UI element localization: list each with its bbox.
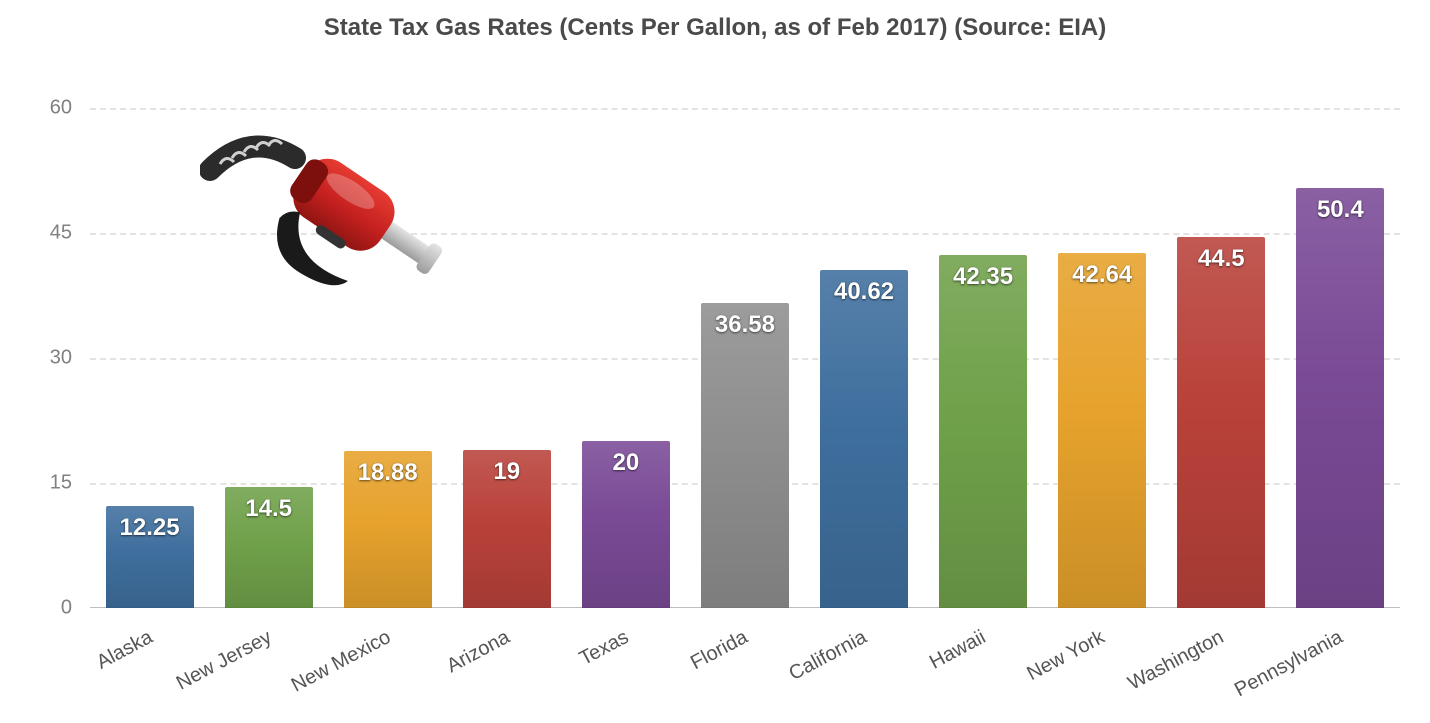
bar: 50.4	[1296, 188, 1384, 608]
bar: 19	[463, 450, 551, 608]
y-tick-label: 0	[61, 597, 90, 620]
bar-slot: 20Texas	[582, 108, 670, 608]
bar-slot: 42.35Hawaii	[939, 108, 1027, 608]
bar-value-label: 42.35	[953, 263, 1013, 291]
bar: 18.88	[344, 451, 432, 608]
bar-slot: 36.58Florida	[701, 108, 789, 608]
bar-value-label: 50.4	[1317, 196, 1364, 224]
y-tick-label: 60	[50, 97, 90, 120]
bar-slot: 42.64New York	[1058, 108, 1146, 608]
bar: 20	[582, 441, 670, 608]
bar: 40.62	[820, 270, 908, 609]
gas-nozzle-icon	[200, 90, 460, 350]
y-tick-label: 15	[50, 472, 90, 495]
chart-container: State Tax Gas Rates (Cents Per Gallon, a…	[0, 0, 1430, 723]
y-tick-label: 45	[50, 222, 90, 245]
bar-slot: 44.5Washington	[1177, 108, 1265, 608]
bar-value-label: 12.25	[120, 514, 180, 542]
x-tick-label: Texas	[622, 601, 679, 646]
bar-slot: 50.4Pennsylvania	[1296, 108, 1384, 608]
bar-slot: 40.62California	[820, 108, 908, 608]
bar-value-label: 40.62	[834, 278, 894, 306]
bar: 36.58	[701, 303, 789, 608]
bar: 42.35	[939, 255, 1027, 608]
bar: 44.5	[1177, 237, 1265, 608]
bar: 14.5	[225, 487, 313, 608]
bar-value-label: 42.64	[1072, 261, 1132, 289]
bar-value-label: 44.5	[1198, 245, 1245, 273]
chart-title: State Tax Gas Rates (Cents Per Gallon, a…	[0, 14, 1430, 42]
bar: 12.25	[106, 506, 194, 608]
bar: 42.64	[1058, 253, 1146, 608]
bar-value-label: 20	[612, 449, 639, 477]
bar-value-label: 18.88	[358, 459, 418, 487]
bar-value-label: 14.5	[245, 495, 292, 523]
bar-slot: 19Arizona	[463, 108, 551, 608]
y-tick-label: 30	[50, 347, 90, 370]
bar-value-label: 36.58	[715, 311, 775, 339]
bar-value-label: 19	[493, 458, 520, 486]
bar-slot: 12.25Alaska	[106, 108, 194, 608]
